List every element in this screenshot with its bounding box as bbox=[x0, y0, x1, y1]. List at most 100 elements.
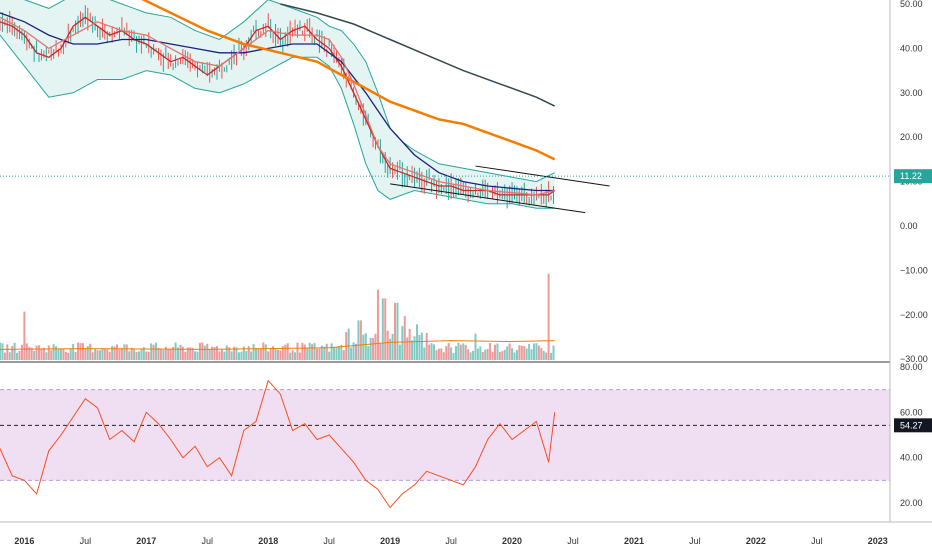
volume-bar bbox=[511, 348, 514, 360]
volume-moving-average-line bbox=[0, 340, 555, 350]
volume-bar bbox=[403, 316, 406, 360]
volume-bar bbox=[496, 343, 499, 360]
volume-bar bbox=[547, 273, 550, 360]
volume-bar bbox=[367, 346, 370, 360]
price-axis-tick-label: 30.00 bbox=[900, 88, 923, 98]
volume-bar bbox=[211, 346, 214, 360]
volume-bar bbox=[484, 349, 487, 360]
volume-bar bbox=[274, 348, 277, 360]
volume-bar bbox=[440, 348, 443, 360]
volume-bar bbox=[86, 346, 89, 360]
volume-bar bbox=[459, 344, 462, 360]
volume-bar bbox=[437, 348, 440, 360]
volume-bar bbox=[130, 347, 133, 360]
volume-bar bbox=[167, 348, 170, 360]
volume-bar bbox=[501, 351, 504, 360]
rsi-axis-tick-label: 60.00 bbox=[900, 407, 923, 417]
volume-bar bbox=[16, 352, 19, 360]
volume-bar bbox=[489, 343, 492, 360]
volume-bar bbox=[264, 344, 267, 360]
volume-bar bbox=[301, 342, 304, 360]
volume-bar bbox=[162, 350, 165, 360]
time-axis-tick-label: 2019 bbox=[380, 536, 400, 546]
volume-bar bbox=[333, 347, 336, 360]
volume-bar bbox=[552, 345, 555, 360]
price-axis-tick-label: −20.00 bbox=[900, 310, 928, 320]
volume-bar bbox=[25, 343, 28, 360]
volume-bar bbox=[177, 347, 179, 360]
volume-bar bbox=[198, 342, 201, 360]
volume-bar bbox=[381, 298, 384, 360]
volume-bar bbox=[530, 349, 533, 360]
volume-bar bbox=[74, 352, 77, 360]
trendline-0[interactable] bbox=[475, 165, 610, 187]
volume-bar bbox=[328, 351, 331, 360]
volume-bar bbox=[250, 351, 253, 360]
volume-bar bbox=[55, 346, 58, 360]
volume-bar bbox=[389, 338, 392, 360]
volume-bar bbox=[281, 346, 284, 360]
volume-bar bbox=[520, 345, 523, 360]
time-axis-tick-label: 2017 bbox=[136, 536, 156, 546]
volume-bar bbox=[181, 346, 184, 360]
volume-bar bbox=[113, 346, 116, 360]
volume-bar bbox=[216, 346, 219, 360]
volume-bar bbox=[150, 343, 153, 360]
volume-bar bbox=[540, 348, 543, 360]
volume-bar bbox=[67, 352, 70, 360]
volume-bar bbox=[30, 347, 33, 360]
volume-bar bbox=[528, 343, 531, 360]
volume-bar bbox=[491, 351, 494, 360]
volume-bar bbox=[72, 343, 75, 360]
volume-bar bbox=[374, 333, 377, 360]
volume-bar bbox=[335, 347, 338, 360]
time-axis-tick-label: 2016 bbox=[14, 536, 34, 546]
volume-bar bbox=[467, 349, 470, 360]
time-axis-tick-label: Jul bbox=[811, 536, 823, 546]
volume-bar bbox=[481, 352, 484, 360]
volume-bar bbox=[420, 332, 423, 360]
volume-bar bbox=[462, 343, 465, 360]
volume-bar bbox=[296, 342, 299, 360]
volume-bar bbox=[523, 346, 526, 360]
volume-bar bbox=[279, 350, 282, 360]
price-axis-tick-label: 0.00 bbox=[900, 221, 918, 231]
volume-bar bbox=[245, 351, 248, 360]
rsi-band-fill bbox=[0, 389, 890, 481]
volume-bar bbox=[237, 352, 240, 360]
volume-bar bbox=[174, 342, 177, 360]
volume-bar bbox=[347, 328, 350, 360]
time-axis-tick-label: 2023 bbox=[868, 536, 888, 546]
volume-panel bbox=[0, 273, 555, 360]
rsi-axis-tick-label: 20.00 bbox=[900, 498, 923, 508]
volume-bar bbox=[537, 345, 540, 360]
volume-bar bbox=[40, 349, 43, 360]
volume-bar bbox=[276, 349, 279, 360]
time-axis-tick-label: Jul bbox=[202, 536, 214, 546]
volume-bar bbox=[325, 343, 328, 360]
volume-bar bbox=[255, 347, 258, 360]
volume-bar bbox=[337, 346, 340, 360]
volume-bar bbox=[69, 348, 72, 360]
time-axis-tick-label: 2018 bbox=[258, 536, 278, 546]
price-panel bbox=[0, 0, 890, 214]
volume-bar bbox=[13, 342, 16, 360]
price-axis-tick-label: 50.00 bbox=[900, 0, 923, 9]
rsi-line bbox=[0, 379, 556, 509]
volume-bar bbox=[11, 345, 14, 360]
volume-bar bbox=[308, 342, 311, 360]
volume-bar bbox=[137, 351, 140, 360]
volume-bar bbox=[411, 340, 414, 360]
volume-bar bbox=[140, 349, 143, 360]
volume-bar bbox=[196, 351, 199, 360]
volume-bar bbox=[35, 345, 38, 360]
volume-bar bbox=[406, 337, 409, 360]
volume-bar bbox=[503, 349, 506, 360]
rsi-axis-tick-label: 40.00 bbox=[900, 453, 923, 463]
trendline-1[interactable] bbox=[390, 183, 586, 214]
volume-bar bbox=[454, 346, 457, 360]
volume-bar bbox=[515, 349, 518, 360]
volume-bar bbox=[47, 345, 50, 360]
volume-bar bbox=[106, 349, 109, 360]
volume-bar bbox=[269, 347, 272, 360]
